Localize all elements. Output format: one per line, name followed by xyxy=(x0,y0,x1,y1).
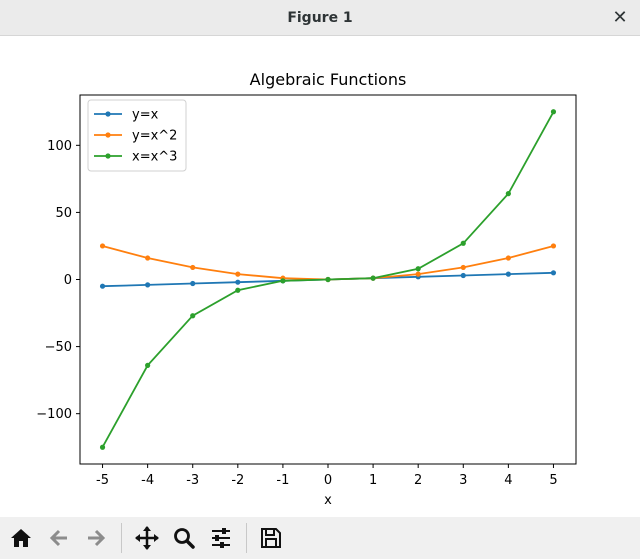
close-icon[interactable]: ✕ xyxy=(612,7,628,28)
home-icon xyxy=(11,529,31,547)
y-tick-label: −100 xyxy=(36,407,72,422)
y-tick-label: 50 xyxy=(55,206,72,221)
data-point xyxy=(235,287,241,293)
data-point xyxy=(145,362,151,368)
data-point xyxy=(190,313,196,319)
x-tick-label: 0 xyxy=(324,473,332,488)
legend-label: y=x xyxy=(132,108,159,123)
data-point xyxy=(325,276,331,283)
y-tick-label: 100 xyxy=(47,139,72,154)
x-tick-label: 2 xyxy=(414,473,422,488)
figure-canvas: Algebraic Functions x -5 -4 -3 -2 -1 0 1 2 3 4 5 −… xyxy=(0,37,640,517)
data-point xyxy=(415,266,421,272)
data-point xyxy=(235,271,241,277)
legend: y=x y=x^2 x=x^3 xyxy=(87,99,187,172)
chart: Algebraic Functions x -5 -4 -3 -2 -1 0 1 2 3 4 5 −… xyxy=(36,70,577,508)
x-tick-label: -1 xyxy=(276,473,289,488)
x-tick-label: 1 xyxy=(369,473,377,488)
x-tick-label: 5 xyxy=(549,473,557,488)
data-point xyxy=(505,191,511,197)
toolbar-separator xyxy=(246,523,247,553)
window-titlebar: Figure 1 ✕ xyxy=(0,0,640,36)
data-point xyxy=(145,255,151,261)
save-button[interactable] xyxy=(255,522,287,554)
data-point xyxy=(460,264,466,271)
data-point xyxy=(460,272,466,279)
data-point xyxy=(280,278,286,284)
y-ticks: −100 −50 0 50 100 xyxy=(36,139,80,422)
data-point xyxy=(235,279,241,285)
legend-marker xyxy=(105,111,111,117)
data-point xyxy=(99,283,106,289)
data-point xyxy=(505,255,511,261)
data-point xyxy=(415,271,421,277)
data-point xyxy=(550,270,557,276)
x-axis-label: x xyxy=(324,493,332,508)
data-point xyxy=(190,280,196,287)
chart-title: Algebraic Functions xyxy=(250,70,407,89)
y-tick-label: 0 xyxy=(64,273,72,288)
zoom-icon xyxy=(174,528,195,549)
x-tick-label: 3 xyxy=(459,473,467,488)
data-point xyxy=(190,264,196,271)
x-tick-label: -5 xyxy=(96,473,109,488)
home-button[interactable] xyxy=(5,522,37,554)
x-tick-label: 4 xyxy=(504,473,512,488)
configure-subplots-button[interactable] xyxy=(205,522,237,554)
data-point xyxy=(550,243,557,249)
legend-box xyxy=(87,99,187,172)
y-tick-label: −50 xyxy=(45,340,72,355)
forward-button[interactable] xyxy=(80,522,112,554)
x-tick-label: -4 xyxy=(141,473,154,488)
data-point xyxy=(99,444,106,450)
x-tick-label: -2 xyxy=(231,473,244,488)
toolbar-separator xyxy=(121,523,122,553)
data-point xyxy=(460,240,466,246)
forward-arrow-icon xyxy=(88,529,106,547)
window-title: Figure 1 xyxy=(287,10,353,26)
x-tick-label: -3 xyxy=(186,473,199,488)
pan-button[interactable] xyxy=(131,522,163,554)
legend-label: y=x^2 xyxy=(132,129,177,144)
navigation-toolbar xyxy=(0,517,640,559)
back-button[interactable] xyxy=(43,522,75,554)
zoom-button[interactable] xyxy=(168,522,200,554)
series-group xyxy=(99,109,557,450)
x-ticks: -5 -4 -3 -2 -1 0 1 2 3 4 5 xyxy=(96,464,558,488)
back-arrow-icon xyxy=(49,529,67,547)
legend-marker xyxy=(105,153,111,159)
data-point xyxy=(145,282,151,288)
save-icon xyxy=(261,528,281,548)
legend-marker xyxy=(105,132,111,138)
data-point xyxy=(505,271,511,277)
configure-subplots-icon xyxy=(212,528,230,548)
data-point xyxy=(99,243,106,249)
legend-label: x=x^3 xyxy=(132,150,177,165)
data-point xyxy=(370,275,376,281)
pan-icon xyxy=(135,526,159,550)
data-point xyxy=(550,109,557,115)
